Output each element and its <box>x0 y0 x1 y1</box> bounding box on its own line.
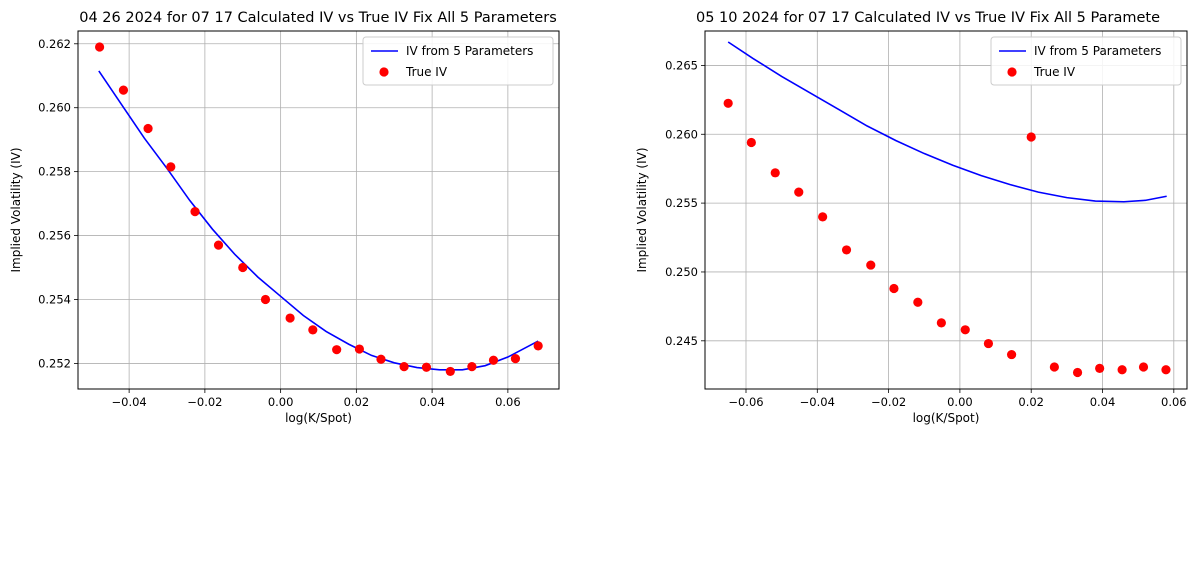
data-point <box>308 325 318 335</box>
series-line <box>727 41 1167 203</box>
x-axis-label: log(K/Spot) <box>285 411 352 425</box>
chart-title: 04 26 2024 for 07 17 Calculated IV vs Tr… <box>79 10 557 26</box>
y-tick-label: 0.252 <box>38 356 71 370</box>
data-point <box>143 123 153 134</box>
data-point <box>1026 132 1036 142</box>
data-point <box>794 187 804 197</box>
data-point <box>488 355 499 365</box>
x-tick-label: 0.02 <box>344 395 370 409</box>
y-tick-label: 0.262 <box>38 37 71 51</box>
y-tick-label: 0.255 <box>665 196 698 210</box>
data-point <box>421 362 432 372</box>
x-tick-label: 0.04 <box>1090 395 1116 409</box>
data-point <box>960 325 970 335</box>
data-point <box>190 206 200 217</box>
chart-left: −0.04 −0.02 0.00 0.02 0.04 0.06 0.252 0.254 0.25… <box>9 10 560 425</box>
y-tick-label: 0.258 <box>38 165 71 179</box>
data-point <box>354 344 365 354</box>
x-tick-label: 0.02 <box>1018 395 1044 409</box>
legend: IV from 5 Parameters True IV <box>990 36 1182 86</box>
data-point <box>510 354 521 364</box>
data-point <box>1161 365 1171 375</box>
x-tick-label: 0.00 <box>268 395 294 409</box>
data-point <box>866 260 876 270</box>
y-axis-label: Implied Volatility (IV) <box>9 147 23 272</box>
legend-box <box>362 36 554 86</box>
data-point <box>533 341 543 351</box>
data-point <box>213 240 224 250</box>
data-point <box>376 354 386 364</box>
y-tick-label: 0.250 <box>665 265 698 279</box>
x-axis-label: log(K/Spot) <box>913 411 980 425</box>
data-point <box>746 137 756 148</box>
data-point <box>1072 367 1083 378</box>
data-point <box>94 42 105 52</box>
legend: IV from 5 Parameters True IV <box>362 36 554 86</box>
axes-frame <box>704 30 1188 390</box>
data-point <box>118 85 129 95</box>
data-point <box>1095 363 1105 373</box>
data-point <box>913 297 923 307</box>
y-tick-label: 0.245 <box>665 334 698 348</box>
data-point <box>983 338 994 349</box>
legend-label: True IV <box>405 65 448 79</box>
x-tick-label: 0.06 <box>495 395 521 409</box>
y-tick-label: 0.260 <box>38 101 71 115</box>
y-tick-label: 0.260 <box>665 127 698 141</box>
y-tick-label: 0.265 <box>665 58 698 72</box>
data-point <box>238 262 248 273</box>
data-point <box>467 362 477 372</box>
x-tick-label: −0.02 <box>871 395 906 409</box>
series-line <box>98 70 539 371</box>
y-axis-label: Implied Volatility (IV) <box>635 147 649 272</box>
x-tick-label: 0.00 <box>947 395 973 409</box>
data-point <box>260 294 271 305</box>
y-tick-label: 0.254 <box>38 293 71 307</box>
data-point <box>166 162 176 172</box>
legend-label: True IV <box>1033 65 1076 79</box>
data-point <box>723 98 733 108</box>
legend-point-swatch <box>1007 67 1017 77</box>
data-point <box>936 318 946 328</box>
chart-title: 05 10 2024 for 07 17 Calculated IV vs Tr… <box>696 10 1160 26</box>
legend-point-swatch <box>379 67 389 77</box>
data-point <box>285 313 295 323</box>
x-tick-label: 0.06 <box>1161 395 1187 409</box>
chart-right: −0.06 −0.04 −0.02 0.00 0.02 0.04 0.06 0.245 0.25… <box>635 10 1188 425</box>
axes-frame <box>77 30 560 390</box>
data-point <box>332 345 342 355</box>
data-point <box>399 362 409 372</box>
legend-label: IV from 5 Parameters <box>406 44 533 58</box>
x-tick-label: −0.06 <box>728 395 763 409</box>
data-point <box>1006 349 1017 360</box>
x-tick-label: −0.04 <box>800 395 835 409</box>
legend-box <box>990 36 1182 86</box>
data-point <box>818 212 828 222</box>
x-tick-label: −0.02 <box>187 395 222 409</box>
data-point <box>889 283 899 294</box>
data-point <box>445 366 455 377</box>
y-tick-label: 0.256 <box>38 229 71 243</box>
data-point <box>1138 362 1149 372</box>
data-point <box>1117 365 1127 375</box>
x-tick-label: −0.04 <box>112 395 147 409</box>
legend-label: IV from 5 Parameters <box>1034 44 1161 58</box>
x-tick-label: 0.04 <box>419 395 445 409</box>
data-point <box>1049 362 1059 372</box>
data-point <box>770 168 780 178</box>
data-point <box>841 245 852 255</box>
